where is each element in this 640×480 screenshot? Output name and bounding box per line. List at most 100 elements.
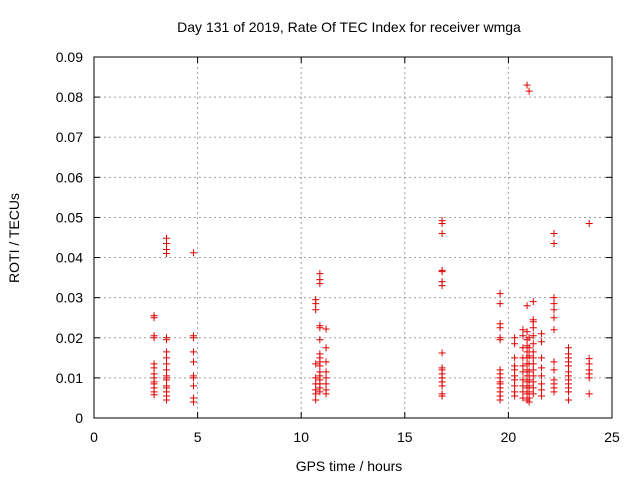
data-point	[519, 362, 527, 370]
data-points	[150, 81, 593, 406]
data-point	[519, 344, 527, 352]
data-point	[519, 368, 527, 376]
data-point	[538, 380, 546, 388]
data-point	[189, 382, 197, 390]
data-point	[496, 324, 504, 332]
data-point	[322, 380, 330, 388]
plot-frame	[93, 56, 613, 419]
data-point	[529, 298, 537, 306]
data-point	[519, 376, 527, 384]
x-tick-label: 5	[194, 429, 202, 445]
data-point	[525, 376, 533, 384]
data-point	[529, 372, 537, 380]
data-point	[312, 374, 320, 382]
x-axis-tick-labels: 0 5 10 15 20 25	[90, 429, 620, 445]
data-point	[322, 374, 330, 382]
data-point	[538, 386, 546, 394]
data-point	[511, 392, 519, 400]
data-point	[550, 229, 558, 237]
data-point	[496, 300, 504, 308]
data-point	[550, 314, 558, 322]
data-point	[438, 282, 446, 290]
data-point	[316, 270, 324, 278]
data-point	[438, 382, 446, 390]
data-point	[519, 332, 527, 340]
y-tick-label: 0.09	[56, 49, 83, 65]
x-tick-label: 0	[90, 429, 98, 445]
y-tick-label: 0.03	[56, 290, 83, 306]
data-point	[585, 360, 593, 368]
data-point	[312, 300, 320, 308]
data-point	[316, 324, 324, 332]
data-point	[523, 81, 531, 89]
data-point	[322, 344, 330, 352]
data-point	[511, 354, 519, 362]
data-point	[523, 372, 531, 380]
data-point	[525, 352, 533, 360]
data-point	[538, 338, 546, 346]
data-point	[438, 229, 446, 237]
y-tick-label: 0.04	[56, 250, 83, 266]
data-point	[538, 354, 546, 362]
data-point	[525, 87, 533, 95]
data-point	[525, 344, 533, 352]
y-tick-label: 0.02	[56, 330, 83, 346]
data-point	[163, 360, 171, 368]
data-point	[550, 294, 558, 302]
data-point	[523, 302, 531, 310]
data-point	[163, 354, 171, 362]
data-point	[525, 398, 533, 406]
data-point	[163, 366, 171, 374]
y-tick-label: 0.07	[56, 129, 83, 145]
data-point	[150, 364, 158, 372]
data-point	[150, 391, 158, 399]
data-point	[322, 358, 330, 366]
data-point	[529, 384, 537, 392]
data-point	[438, 219, 446, 227]
data-point	[316, 336, 324, 344]
data-point	[523, 328, 531, 336]
data-point	[523, 348, 531, 356]
data-point	[163, 376, 171, 384]
data-point	[189, 348, 197, 356]
data-point	[511, 366, 519, 374]
data-point	[529, 360, 537, 368]
data-point	[564, 388, 572, 396]
data-point	[163, 336, 171, 344]
data-point	[529, 332, 537, 340]
data-point	[316, 280, 324, 288]
data-point	[529, 348, 537, 356]
data-point	[538, 364, 546, 372]
data-point	[163, 240, 171, 248]
data-point	[322, 390, 330, 398]
x-tick-label: 20	[501, 429, 517, 445]
data-point	[538, 392, 546, 400]
data-point	[529, 324, 537, 332]
data-point	[564, 344, 572, 352]
y-tick-label: 0.01	[56, 370, 83, 386]
data-point	[312, 390, 320, 398]
data-point	[519, 388, 527, 396]
y-axis-label: ROTI / TECUs	[6, 193, 22, 283]
data-point	[496, 290, 504, 298]
data-point	[525, 388, 533, 396]
data-point	[550, 366, 558, 374]
data-point	[519, 382, 527, 390]
data-point	[511, 376, 519, 384]
data-point	[529, 390, 537, 398]
data-point	[550, 240, 558, 248]
data-point	[525, 382, 533, 390]
data-point	[511, 340, 519, 348]
data-point	[496, 396, 504, 404]
y-tick-label: 0.05	[56, 209, 83, 225]
data-point	[564, 362, 572, 370]
data-point	[189, 334, 197, 342]
data-point	[538, 372, 546, 380]
data-point	[189, 374, 197, 382]
data-point	[564, 396, 572, 404]
data-point	[511, 382, 519, 390]
y-tick-label: 0.08	[56, 89, 83, 105]
data-point	[312, 360, 320, 368]
data-point	[529, 366, 537, 374]
